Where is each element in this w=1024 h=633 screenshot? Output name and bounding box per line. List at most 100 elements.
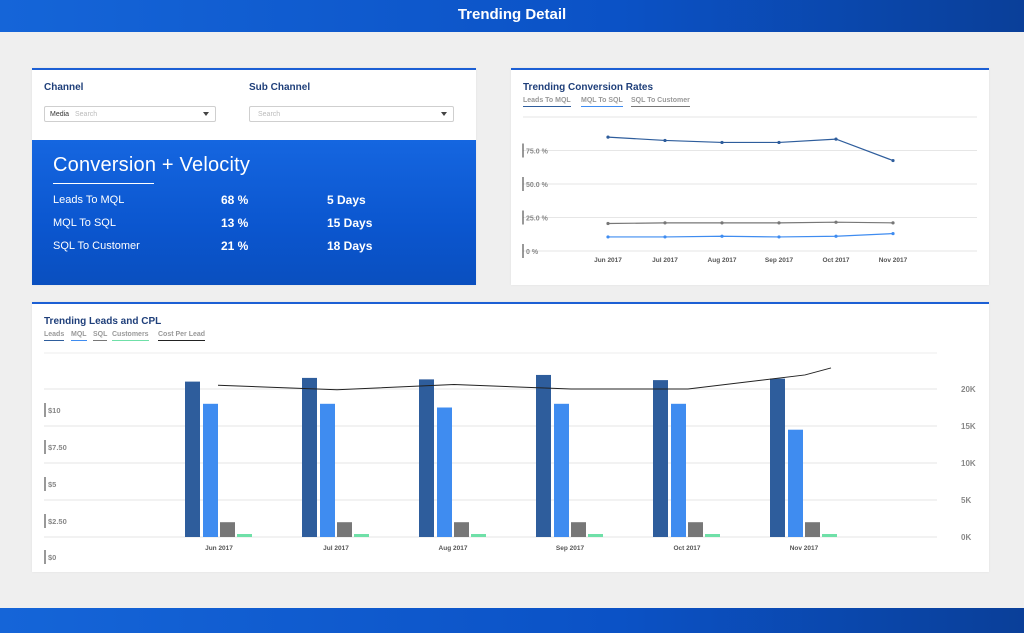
data-point [777,221,781,225]
series-line [608,232,894,238]
conversion-rates-card: Trending Conversion Rates Leads To MQL M… [511,68,989,285]
y-tick-label: 0 % [526,249,539,256]
left-tick-label: $2.50 [48,517,67,526]
data-point [720,140,724,145]
conversion-rates-title: Trending Conversion Rates [523,82,654,93]
conversion-title: Conversion + Velocity [53,154,251,176]
bar-sql [454,522,469,537]
x-tick-label: Oct 2017 [673,545,700,552]
legend-sql-to-customer[interactable]: SQL To Customer [631,97,690,107]
page-footer [0,608,1024,633]
leads-cpl-chart: 20K 15K 10K 5K 0K $10 $7.50 $5 $2.50 $0 Jun 2017 Ju… [44,352,976,564]
data-point [891,231,895,236]
page-title: Trending Detail [457,6,567,23]
x-tick-label: Aug 2017 [439,545,468,552]
conversion-row-days: 15 Days [327,216,373,230]
bar-customers [237,534,252,537]
leads-cpl-title: Trending Leads and CPL [44,316,162,327]
left-tick-label: $0 [48,553,56,562]
data-point [720,234,724,238]
bar-customers [588,534,603,537]
legend-customers[interactable]: Customers [112,331,149,341]
bar-customers [822,534,837,537]
data-point [891,221,895,225]
data-point [663,235,667,239]
bar-customers [471,534,486,537]
bar-sql [805,522,820,537]
x-tick-label: Nov 2017 [790,545,819,552]
conversion-row-pct: 13 % [221,216,249,230]
left-tick-label: $7.50 [48,443,67,452]
page-header: Trending Detail [0,0,1024,32]
bar-mql [671,403,686,537]
bar-leads [419,379,434,537]
legend-leads-to-mql[interactable]: Leads To MQL [523,97,571,107]
subchannel-select[interactable]: Search [249,106,454,122]
x-tick-label: Sep 2017 [556,545,585,552]
bar-mql [437,407,452,537]
bar-mql [554,403,569,537]
data-point [834,234,838,238]
x-tick-label: Sep 2017 [765,257,794,264]
x-tick-label: Oct 2017 [822,257,849,264]
cost-per-lead-line [217,367,832,391]
x-tick-label: Nov 2017 [879,257,908,264]
chevron-down-icon [441,112,447,116]
data-point [606,135,610,139]
bar-leads [302,377,317,537]
left-tick-label: $10 [48,406,61,415]
bar-sql [571,522,586,537]
y-tick-label: 75.0 % [526,149,549,156]
channel-label: Channel [44,82,84,93]
data-point [720,221,724,225]
conversion-row-days: 5 Days [327,193,366,207]
data-point [663,138,667,143]
data-point [891,158,895,163]
y-tick-label: 50.0 % [526,182,549,189]
left-tick-label: $5 [48,480,56,489]
bar-mql [320,403,335,537]
bar-customers [705,534,720,537]
bar-leads [770,378,785,537]
right-tick-label: 15K [961,422,976,431]
legend-cost-per-lead[interactable]: Cost Per Lead [158,331,206,341]
channel-search-placeholder: Search [75,111,98,118]
conversion-row-label: Leads To MQL [53,194,125,206]
conversion-row-label: SQL To Customer [53,240,140,252]
bar-leads [185,381,200,537]
legend-mql-to-sql[interactable]: MQL To SQL [581,97,623,107]
bar-leads [653,380,668,537]
data-point [777,140,781,145]
data-point [777,235,781,239]
channel-value: Media [50,111,70,118]
bar-mql [788,429,803,537]
legend-mql[interactable]: MQL [71,331,87,341]
conversion-row-pct: 21 % [221,239,249,253]
legend-leads[interactable]: Leads [44,331,65,341]
bar-sql [688,522,703,537]
bar-customers [354,534,369,537]
chevron-down-icon [203,112,209,116]
conversion-rates-chart: 75.0 % 50.0 % 25.0 % 0 % Jun 2017 Jul 2017 Aug… [522,116,977,264]
conversion-velocity-panel: Conversion + Velocity Leads To MQL 68 % … [32,140,476,285]
leads-cpl-card: Trending Leads and CPL Leads MQL SQL Cus… [32,302,989,572]
right-tick-label: 0K [961,533,971,542]
series-line [607,221,894,225]
conversion-row-label: MQL To SQL [53,217,116,229]
series-line [607,136,894,162]
y-tick-label: 25.0 % [526,216,549,223]
x-tick-label: Aug 2017 [708,257,737,264]
bar-leads [536,374,551,537]
bar-mql [203,403,218,537]
subchannel-search-placeholder: Search [258,111,281,118]
channel-select[interactable]: Media Search [44,106,216,122]
x-tick-label: Jul 2017 [323,545,349,552]
conversion-row-pct: 68 % [221,193,249,207]
legend-sql[interactable]: SQL [93,331,108,341]
data-point [834,220,838,224]
x-tick-label: Jun 2017 [594,257,622,264]
subchannel-label: Sub Channel [249,82,311,93]
right-tick-label: 20K [961,385,976,394]
data-point [663,221,667,225]
data-point [834,137,838,141]
